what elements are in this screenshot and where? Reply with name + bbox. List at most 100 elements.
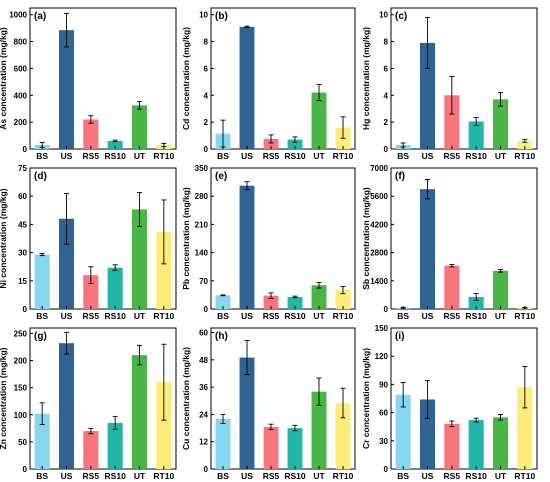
- x-tick-label: RS5: [263, 311, 280, 321]
- plot-frame: [210, 167, 356, 310]
- x-tick-label: US: [422, 471, 434, 481]
- error-bar: [498, 414, 503, 421]
- y-tick-label: 150: [14, 384, 28, 393]
- error-bar: [244, 25, 250, 28]
- x-tick-label: RS5: [444, 151, 461, 161]
- y-axis-label: As concentration (mg/kg): [0, 27, 8, 130]
- panel-label: (e): [215, 171, 227, 182]
- y-tick-label: 2: [384, 118, 389, 127]
- bar-rs10: [287, 139, 303, 149]
- x-tick-label: RT10: [514, 311, 535, 321]
- y-tick-label: 200: [14, 118, 28, 127]
- x-tick-label: BS: [397, 151, 409, 161]
- x-tick-label: UT: [134, 151, 146, 161]
- y-tick-label: 8: [204, 38, 209, 47]
- bar-rt10: [517, 140, 533, 149]
- x-tick-label: UT: [313, 151, 325, 161]
- plot-frame: [29, 327, 177, 470]
- error-bar: [268, 292, 274, 299]
- error-bar: [292, 295, 298, 299]
- y-axis-label: Cu concentration (mg/kg): [181, 347, 191, 450]
- error-bar: [292, 136, 298, 143]
- bar-rs5: [444, 423, 460, 469]
- error-bar: [112, 264, 118, 271]
- bar-us: [58, 218, 75, 309]
- error-bar: [64, 331, 69, 355]
- y-tick-label: 600: [14, 64, 28, 73]
- error-bar: [220, 413, 226, 424]
- error-bar: [39, 402, 45, 425]
- y-axis-label: Hg concentration (mg/kg): [361, 27, 371, 130]
- y-axis-label: Sb concentration (mg/kg): [361, 187, 371, 290]
- bar-bs: [395, 394, 411, 469]
- bar-rt10: [517, 387, 533, 469]
- x-tick-label: UT: [313, 311, 325, 321]
- y-tick-label: 60: [18, 192, 27, 201]
- x-tick-label: RT10: [153, 311, 174, 321]
- y-axis-label: Zn concentration (mg/kg): [0, 347, 8, 449]
- error-bar: [112, 415, 118, 430]
- y-tick-label: 800: [14, 38, 28, 47]
- y-tick-label: 48: [199, 356, 208, 365]
- error-bar: [473, 417, 479, 423]
- panel-label: (h): [215, 331, 228, 342]
- error-bar: [449, 76, 455, 115]
- panel-b: 0 2 4 6 8 10 Cd concentration (mg/kg) (b) BS US RS…: [181, 7, 356, 161]
- error-bar: [39, 252, 45, 257]
- error-bar: [88, 427, 94, 435]
- y-tick-label: 400: [14, 91, 28, 100]
- panel-i: 0 30 60 90 120 150 Cr concentration (mg/kg) (i)…: [361, 324, 538, 481]
- plot-frame: [29, 167, 177, 310]
- error-bar: [449, 264, 455, 268]
- bar-us: [239, 26, 255, 149]
- x-tick-label: RS10: [466, 151, 488, 161]
- bar-us: [58, 30, 75, 149]
- error-bar: [522, 366, 528, 409]
- x-tick-label: BS: [36, 471, 48, 481]
- x-tick-label: RT10: [514, 471, 535, 481]
- y-axis-label: Cd concentration (mg/kg): [181, 27, 191, 130]
- x-tick-label: BS: [217, 311, 229, 321]
- error-bar: [340, 116, 346, 139]
- error-bar: [473, 116, 479, 126]
- error-bar: [268, 423, 274, 431]
- y-tick-label: 0: [23, 145, 28, 154]
- y-tick-label: 5600: [370, 192, 388, 201]
- y-axis-label: Cr concentration (mg/kg): [361, 348, 371, 449]
- y-tick-label: 1400: [370, 277, 388, 286]
- x-tick-label: BS: [397, 471, 409, 481]
- x-tick-label: BS: [217, 471, 229, 481]
- bar-ut: [311, 391, 327, 469]
- bar-ut: [492, 417, 509, 469]
- y-tick-label: 0: [23, 305, 28, 314]
- panel-label: (d): [34, 171, 47, 182]
- y-tick-label: 210: [195, 220, 209, 229]
- y-tick-label: 30: [18, 249, 27, 258]
- bar-rs10: [107, 422, 123, 469]
- x-tick-label: US: [422, 151, 434, 161]
- bar-ut: [492, 270, 509, 309]
- y-tick-label: 10: [379, 11, 388, 20]
- bar-bs: [215, 418, 231, 469]
- y-tick-label: 4: [384, 91, 389, 100]
- x-tick-label: RS5: [83, 151, 100, 161]
- x-tick-label: US: [61, 471, 73, 481]
- bar-rs10: [107, 267, 123, 309]
- y-tick-label: 15: [18, 277, 27, 286]
- x-tick-label: UT: [495, 471, 507, 481]
- panel-f: 0 1400 2800 4200 5600 7000 Sb concentration (m…: [361, 164, 538, 321]
- y-tick-label: 200: [14, 357, 28, 366]
- y-tick-label: 250: [14, 329, 28, 338]
- y-tick-label: 2: [204, 118, 209, 127]
- plot-frame: [390, 167, 538, 310]
- y-tick-label: 45: [18, 220, 27, 229]
- bar-rs10: [468, 296, 484, 309]
- y-tick-label: 4200: [370, 220, 388, 229]
- bar-rs5: [263, 426, 279, 469]
- x-tick-label: RS10: [466, 471, 488, 481]
- error-bar: [292, 424, 298, 432]
- y-axis-label: Ni concentration (mg/kg): [0, 188, 8, 288]
- bar-rs5: [263, 138, 279, 149]
- panel-h: 0 12 24 36 48 60 Cu concentration (mg/kg) (h) BS…: [181, 327, 356, 481]
